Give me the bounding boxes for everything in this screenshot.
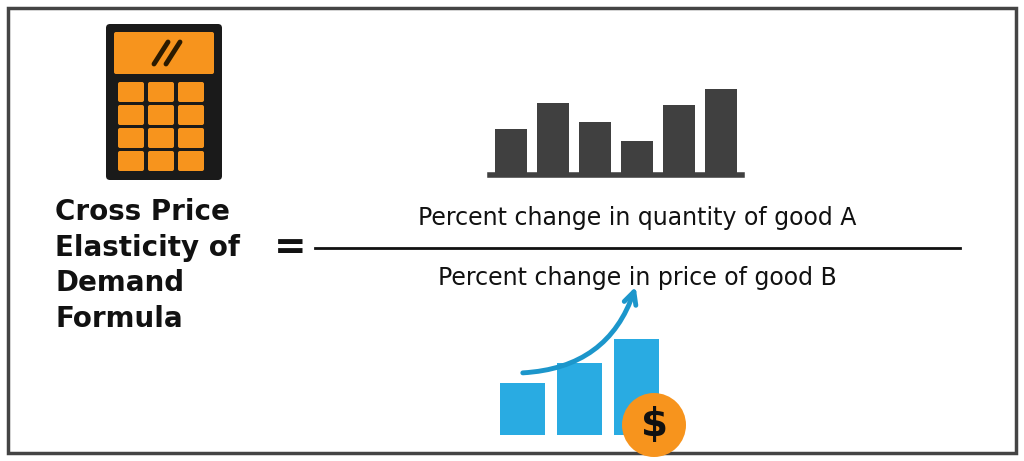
FancyBboxPatch shape — [118, 105, 144, 125]
Circle shape — [622, 393, 686, 457]
FancyBboxPatch shape — [148, 82, 174, 102]
FancyBboxPatch shape — [148, 105, 174, 125]
FancyBboxPatch shape — [106, 24, 222, 180]
FancyBboxPatch shape — [118, 151, 144, 171]
Bar — [495, 130, 527, 175]
FancyBboxPatch shape — [114, 32, 214, 74]
FancyBboxPatch shape — [118, 128, 144, 148]
Bar — [557, 363, 602, 435]
FancyBboxPatch shape — [178, 82, 204, 102]
FancyBboxPatch shape — [178, 151, 204, 171]
Text: Cross Price
Elasticity of
Demand
Formula: Cross Price Elasticity of Demand Formula — [55, 198, 240, 333]
FancyBboxPatch shape — [118, 82, 144, 102]
Bar — [500, 383, 545, 435]
Bar — [579, 122, 611, 175]
Text: Percent change in price of good B: Percent change in price of good B — [438, 266, 837, 290]
Bar — [537, 103, 569, 175]
Bar — [705, 89, 737, 175]
FancyBboxPatch shape — [148, 151, 174, 171]
FancyBboxPatch shape — [178, 105, 204, 125]
Text: $: $ — [640, 406, 668, 444]
Bar — [621, 142, 653, 175]
Bar — [663, 106, 695, 175]
Bar — [614, 339, 659, 435]
Text: Percent change in quantity of good A: Percent change in quantity of good A — [419, 206, 857, 230]
FancyBboxPatch shape — [178, 128, 204, 148]
Text: =: = — [273, 229, 306, 267]
FancyBboxPatch shape — [148, 128, 174, 148]
